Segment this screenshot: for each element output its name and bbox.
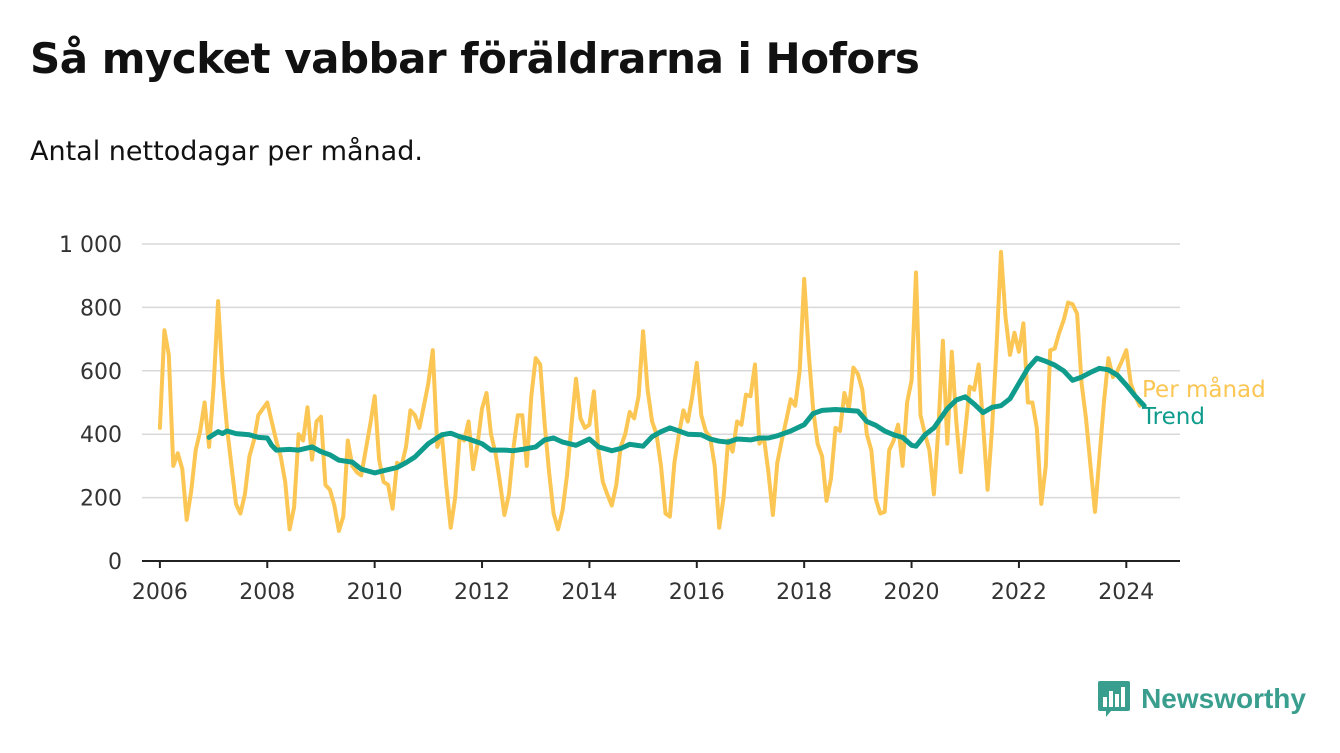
y-tick-label: 400 xyxy=(80,423,122,448)
gridlines xyxy=(142,243,1180,499)
y-tick-label: 1 000 xyxy=(59,233,122,258)
chart-subtitle: Antal nettodagar per månad. xyxy=(30,136,423,167)
series-line-trend xyxy=(206,355,1147,476)
x-axis-ticks: 2006 2008 2010 2012 2014 2016 2018 2020 2022 2024 xyxy=(132,560,1180,605)
newsworthy-brand: Newsworthy xyxy=(1097,679,1306,719)
newsworthy-logo-icon xyxy=(1098,681,1131,717)
x-tick-label: 2008 xyxy=(239,580,295,605)
brand-name: Newsworthy xyxy=(1141,683,1306,714)
x-tick-label: 2020 xyxy=(884,580,940,605)
chart-title: Så mycket vabbar föräldrarna i Hofors xyxy=(30,34,920,83)
x-tick-label: 2014 xyxy=(561,580,617,605)
x-tick-label: 2006 xyxy=(132,580,188,605)
y-tick-label: 0 xyxy=(108,550,122,575)
legend-label-trend: Trend xyxy=(1141,404,1205,430)
y-tick-label: 800 xyxy=(80,296,122,321)
y-tick-label: 200 xyxy=(80,487,122,512)
legend-label-per-manad: Per månad xyxy=(1142,375,1266,403)
x-tick-label: 2018 xyxy=(776,580,832,605)
x-tick-label: 2016 xyxy=(669,580,725,605)
x-tick-label: 2024 xyxy=(1098,580,1154,605)
x-tick-label: 2012 xyxy=(454,580,510,605)
y-tick-label: 600 xyxy=(80,360,122,385)
x-tick-label: 2010 xyxy=(347,580,403,605)
y-axis-ticks: 0 200 400 600 800 1 000 xyxy=(59,233,122,575)
series-line-per-manad xyxy=(157,249,1142,533)
x-tick-label: 2022 xyxy=(991,580,1047,605)
series-lines xyxy=(157,249,1147,533)
